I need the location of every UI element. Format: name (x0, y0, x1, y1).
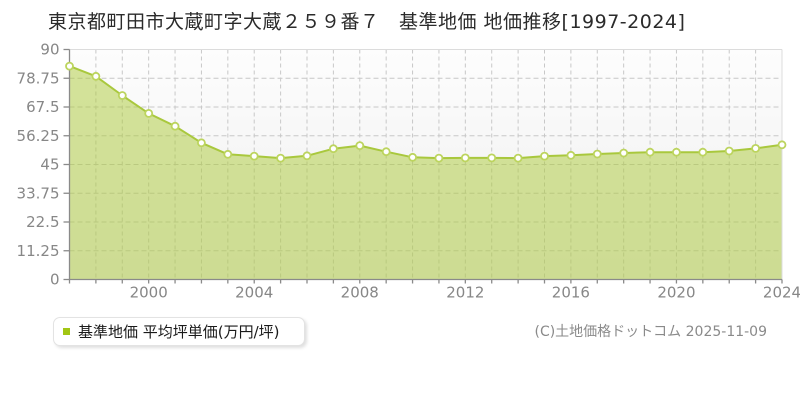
x-tick-label: 2004 (235, 284, 273, 302)
data-point[interactable] (513, 153, 523, 163)
data-point[interactable] (751, 143, 760, 153)
legend-label: 基準地価 平均坪単価(万円/坪) (78, 323, 280, 341)
y-tick-label: 78.75 (17, 69, 60, 87)
data-point[interactable] (328, 144, 338, 154)
data-point[interactable] (408, 152, 418, 162)
data-point[interactable] (65, 61, 74, 71)
area-series (69, 66, 782, 280)
data-point[interactable] (777, 140, 787, 150)
x-tick-label: 2020 (657, 284, 695, 302)
data-point[interactable] (302, 151, 312, 161)
trend-line (68, 65, 783, 160)
copyright-text: (C)土地価格ドットコム 2025-11-09 (534, 324, 767, 340)
data-point[interactable] (434, 153, 444, 163)
data-point[interactable] (698, 147, 708, 157)
x-tick-label: 2000 (130, 284, 168, 302)
data-point[interactable] (460, 153, 470, 163)
x-tick-label: 2024 (763, 284, 800, 302)
chart-title: 東京都町田市大蔵町字大蔵２５９番７ 基準地価 地価推移[1997-2024] (48, 11, 686, 33)
y-tick-label: 56.25 (17, 127, 60, 145)
land-price-trend-chart: 0 11.25 22.5 33.75 45 56.25 67.5 78.75 90 2000 200… (17, 41, 800, 302)
y-tick-label: 0 (50, 271, 60, 289)
data-point[interactable] (249, 151, 259, 161)
x-tick-label: 2016 (552, 284, 590, 302)
y-tick-label: 45 (40, 156, 59, 174)
legend-marker-icon (63, 328, 70, 335)
x-tick-label: 2008 (341, 284, 379, 302)
data-point[interactable] (117, 91, 127, 100)
data-point[interactable] (355, 141, 365, 151)
y-tick-label: 33.75 (17, 184, 60, 202)
data-point[interactable] (592, 149, 602, 159)
data-point[interactable] (381, 147, 391, 157)
data-point[interactable] (276, 153, 286, 163)
data-point[interactable] (724, 146, 734, 156)
y-tick-label: 22.5 (26, 213, 59, 231)
data-point[interactable] (540, 151, 549, 161)
data-point[interactable] (170, 121, 180, 131)
y-tick-label: 67.5 (26, 98, 59, 116)
data-point[interactable] (144, 109, 154, 118)
data-point[interactable] (566, 150, 576, 160)
data-point[interactable] (645, 147, 655, 157)
data-point[interactable] (672, 147, 681, 157)
y-tick-label: 90 (40, 41, 59, 59)
data-point[interactable] (91, 71, 101, 81)
data-point[interactable] (223, 149, 233, 159)
legend: 基準地価 平均坪単価(万円/坪) (53, 317, 305, 346)
y-tick-label: 11.25 (17, 242, 60, 260)
data-point[interactable] (487, 153, 497, 163)
x-tick-label: 2012 (446, 284, 484, 302)
data-point[interactable] (196, 138, 206, 148)
data-point[interactable] (619, 148, 629, 158)
